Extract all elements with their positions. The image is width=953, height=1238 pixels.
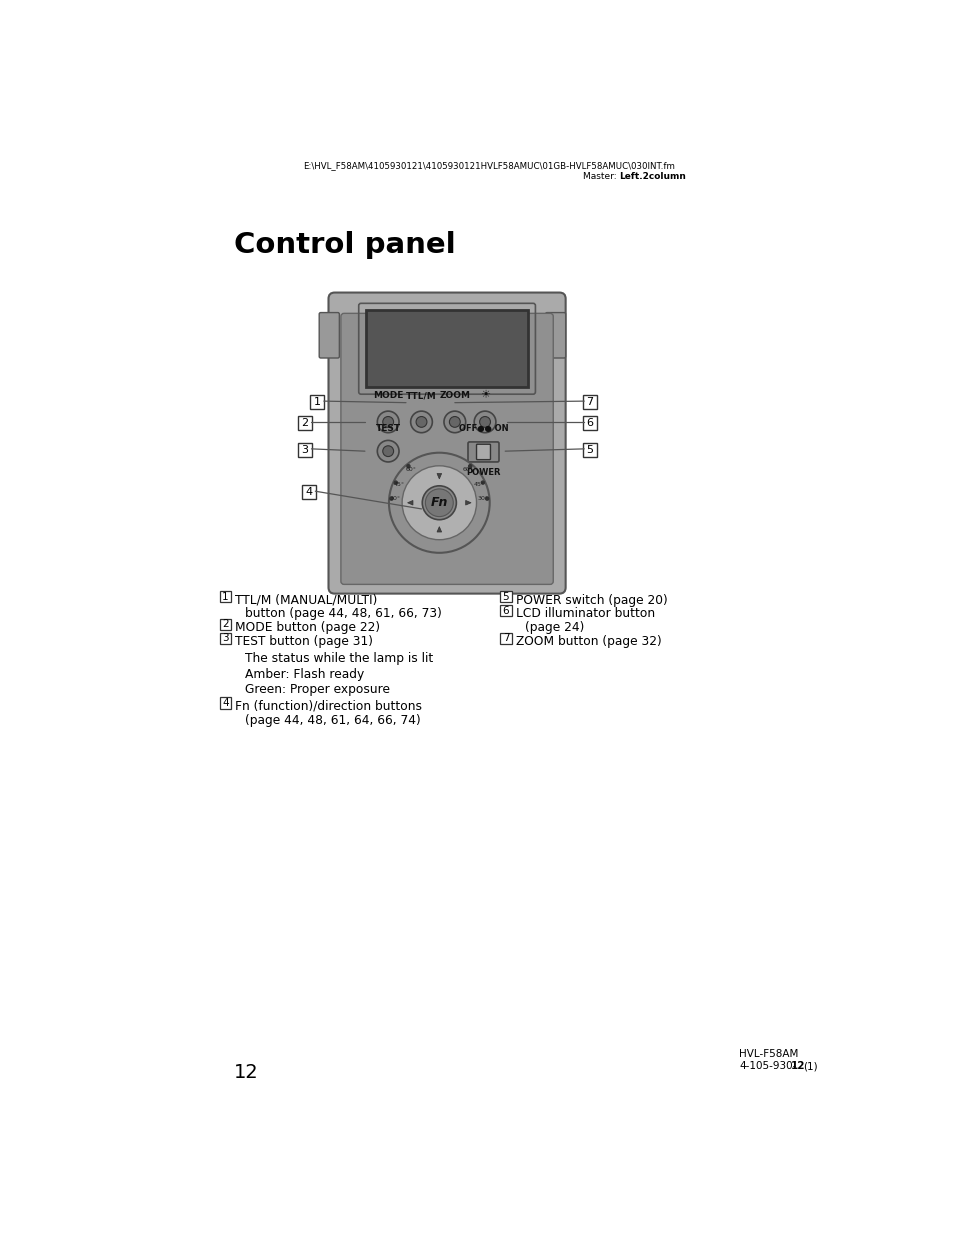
Text: 7: 7 — [586, 397, 593, 407]
Text: MODE: MODE — [373, 391, 403, 400]
FancyBboxPatch shape — [499, 633, 511, 644]
Polygon shape — [436, 526, 441, 532]
Polygon shape — [436, 473, 441, 479]
Text: Fn (function)/direction buttons: Fn (function)/direction buttons — [235, 699, 422, 713]
Circle shape — [390, 498, 393, 500]
FancyBboxPatch shape — [340, 313, 553, 584]
Text: OFF●● ON: OFF●● ON — [458, 425, 508, 433]
Text: 5: 5 — [502, 592, 509, 602]
Text: 1: 1 — [222, 592, 229, 602]
Text: 6: 6 — [502, 605, 509, 615]
FancyBboxPatch shape — [328, 292, 565, 593]
Polygon shape — [407, 500, 413, 505]
Text: E:\HVL_F58AM\4105930121\4105930121HVLF58AMUC\01GB-HVLF58AMUC\030INT.fm: E:\HVL_F58AM\4105930121\4105930121HVLF58… — [303, 161, 674, 170]
Circle shape — [479, 416, 490, 427]
Text: 60°: 60° — [462, 467, 473, 472]
FancyBboxPatch shape — [319, 312, 339, 358]
Text: 5: 5 — [586, 444, 593, 456]
FancyBboxPatch shape — [582, 416, 597, 430]
Text: 12: 12 — [233, 1063, 258, 1082]
Text: 30°: 30° — [390, 496, 400, 501]
Text: The status while the lamp is lit: The status while the lamp is lit — [245, 652, 433, 665]
FancyBboxPatch shape — [219, 591, 231, 603]
Circle shape — [389, 453, 489, 553]
FancyBboxPatch shape — [499, 591, 511, 603]
Circle shape — [377, 411, 398, 433]
Circle shape — [394, 482, 396, 484]
FancyBboxPatch shape — [545, 312, 565, 358]
Text: 4-105-930-: 4-105-930- — [739, 1061, 796, 1071]
Text: Control panel: Control panel — [233, 232, 456, 259]
Circle shape — [425, 489, 453, 516]
FancyBboxPatch shape — [582, 395, 597, 410]
Circle shape — [468, 464, 472, 468]
Circle shape — [422, 485, 456, 520]
Text: button (page 44, 48, 61, 66, 73): button (page 44, 48, 61, 66, 73) — [245, 608, 441, 620]
Circle shape — [485, 498, 488, 500]
Text: Amber: Flash ready: Amber: Flash ready — [245, 667, 364, 681]
Circle shape — [402, 465, 476, 540]
Text: MODE button (page 22): MODE button (page 22) — [235, 621, 380, 634]
FancyBboxPatch shape — [297, 416, 312, 430]
Text: ☀: ☀ — [479, 390, 490, 400]
Text: (1): (1) — [802, 1061, 818, 1071]
FancyBboxPatch shape — [468, 442, 498, 462]
Text: HVL-F58AM: HVL-F58AM — [739, 1050, 798, 1060]
Circle shape — [382, 446, 394, 457]
FancyBboxPatch shape — [301, 485, 315, 499]
Text: Green: Proper exposure: Green: Proper exposure — [245, 683, 390, 696]
Circle shape — [474, 411, 496, 433]
Text: ZOOM button (page 32): ZOOM button (page 32) — [516, 635, 661, 649]
Circle shape — [407, 464, 410, 468]
FancyBboxPatch shape — [219, 697, 231, 708]
Text: TEST: TEST — [375, 425, 400, 433]
Text: 2: 2 — [301, 418, 308, 428]
FancyBboxPatch shape — [476, 444, 490, 459]
FancyBboxPatch shape — [582, 443, 597, 457]
Circle shape — [481, 482, 484, 484]
Text: 4: 4 — [222, 698, 229, 708]
Text: TTL/M: TTL/M — [406, 391, 436, 400]
Text: 45°: 45° — [394, 482, 404, 487]
Circle shape — [443, 411, 465, 433]
Text: 6: 6 — [586, 418, 593, 428]
Text: LCD illuminator button: LCD illuminator button — [516, 608, 655, 620]
Text: TTL/M (MANUAL/MULTI): TTL/M (MANUAL/MULTI) — [235, 593, 377, 607]
FancyBboxPatch shape — [310, 395, 324, 410]
Text: Left.2column: Left.2column — [618, 172, 685, 181]
Text: TEST button (page 31): TEST button (page 31) — [235, 635, 374, 649]
Text: POWER switch (page 20): POWER switch (page 20) — [516, 593, 667, 607]
Bar — [365, 311, 528, 387]
Text: 60°: 60° — [405, 467, 416, 472]
Text: 1: 1 — [314, 397, 320, 407]
Text: 30°: 30° — [477, 496, 488, 501]
FancyBboxPatch shape — [219, 619, 231, 630]
Text: (page 44, 48, 61, 64, 66, 74): (page 44, 48, 61, 64, 66, 74) — [245, 714, 420, 727]
Text: 45°: 45° — [474, 482, 484, 487]
Text: 2: 2 — [222, 619, 229, 629]
Text: 12: 12 — [790, 1061, 805, 1071]
Text: Master:: Master: — [582, 172, 618, 181]
FancyBboxPatch shape — [219, 633, 231, 644]
Text: POWER: POWER — [466, 468, 500, 477]
Text: 3: 3 — [301, 444, 308, 456]
Text: 3: 3 — [222, 634, 229, 644]
FancyBboxPatch shape — [499, 605, 511, 617]
Polygon shape — [465, 500, 471, 505]
Text: 7: 7 — [502, 634, 509, 644]
Text: 4: 4 — [305, 488, 312, 498]
Circle shape — [416, 416, 427, 427]
Text: ZOOM: ZOOM — [439, 391, 470, 400]
FancyBboxPatch shape — [297, 443, 312, 457]
Text: Fn: Fn — [430, 496, 448, 509]
Circle shape — [410, 411, 432, 433]
Circle shape — [382, 416, 394, 427]
Circle shape — [449, 416, 459, 427]
Text: (page 24): (page 24) — [525, 621, 584, 634]
Circle shape — [377, 441, 398, 462]
